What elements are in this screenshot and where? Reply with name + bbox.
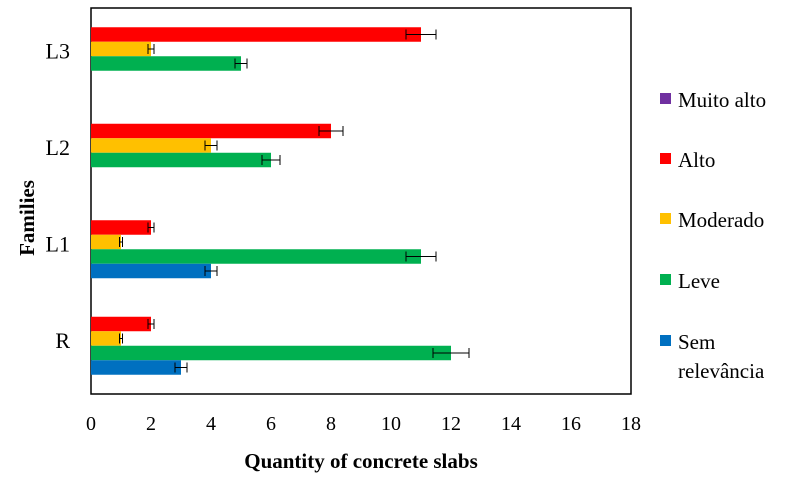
bar-r-sem-relevância (91, 360, 181, 375)
legend-swatch (660, 153, 671, 164)
error-bar-l2-alto (318, 126, 344, 136)
x-tick-label: 10 (381, 413, 401, 435)
bar-r-alto (91, 316, 151, 332)
legend-label: Leve (678, 269, 720, 293)
bar-l3-moderado (91, 41, 151, 57)
legend-swatch (660, 93, 671, 104)
bar-l1-moderado (91, 234, 121, 250)
bar-l1-sem-relevância (91, 263, 211, 279)
legend-label: Muito alto (678, 88, 766, 112)
error-bar-l3-moderado (147, 44, 155, 54)
bar-l1-leve (91, 249, 421, 264)
y-axis-title: Families (15, 180, 39, 256)
legend-item-sem-relevância: Sem relevância (660, 330, 765, 383)
x-tick-label: 6 (266, 413, 276, 435)
bar-l3-leve (91, 56, 241, 71)
x-tick-label: 14 (501, 413, 521, 435)
legend-label: Alto (678, 148, 715, 172)
error-bar-r-leve (432, 348, 470, 358)
legend-label: relevância (678, 359, 765, 383)
legend-swatch (660, 335, 671, 346)
y-tick-label: L1 (46, 231, 70, 256)
y-ticks-group: L3 L2 L1 R (46, 38, 71, 353)
x-axis-title: Quantity of concrete slabs (244, 449, 478, 473)
x-ticks-group: 0 2 4 6 8 10 12 14 16 18 (86, 413, 641, 435)
x-tick-label: 18 (621, 413, 641, 435)
error-bar-l1-alto (147, 222, 155, 233)
legend-label: Moderado (678, 208, 764, 232)
error-bar-l1-sem-relevância (204, 266, 218, 276)
legend-swatch (660, 213, 671, 224)
error-bar-l1-moderado (119, 237, 123, 247)
error-bar-r-alto (147, 319, 155, 329)
error-bar-l3-leve (234, 58, 248, 69)
error-bar-l2-moderado (204, 140, 218, 151)
bar-l2-leve (91, 152, 271, 168)
bars-group (91, 27, 470, 375)
legend-item-leve: Leve (660, 269, 720, 293)
error-bar-l1-leve (405, 251, 437, 262)
plot-frame (90, 7, 632, 395)
legend-item-muito-alto: Muito alto (660, 88, 766, 112)
x-tick-label: 8 (326, 413, 336, 435)
bar-l2-moderado (91, 138, 211, 153)
bar-l1-alto (91, 220, 151, 235)
error-bar-l3-alto (405, 29, 437, 40)
legend-swatch (660, 274, 671, 285)
bar-l2-alto (91, 123, 331, 139)
legend-item-moderado: Moderado (660, 208, 764, 232)
bar-r-leve (91, 345, 451, 361)
bar-l3-alto (91, 27, 421, 42)
error-bar-l2-leve (261, 155, 281, 165)
x-tick-label: 2 (146, 413, 156, 435)
x-tick-label: 12 (441, 413, 461, 435)
error-bar-r-moderado (119, 333, 123, 344)
y-tick-label: L3 (46, 38, 70, 63)
y-tick-label: L2 (46, 135, 70, 160)
x-tick-label: 0 (86, 413, 96, 435)
legend: Muito alto Alto Moderado Leve Sem relevância (660, 88, 766, 383)
legend-item-alto: Alto (660, 148, 715, 172)
legend-label: Sem (678, 330, 715, 354)
x-tick-label: 16 (561, 413, 581, 435)
y-tick-label: R (55, 328, 70, 353)
x-tick-label: 4 (206, 413, 216, 435)
error-bar-r-sem-relevância (174, 362, 188, 373)
bar-r-moderado (91, 331, 121, 346)
